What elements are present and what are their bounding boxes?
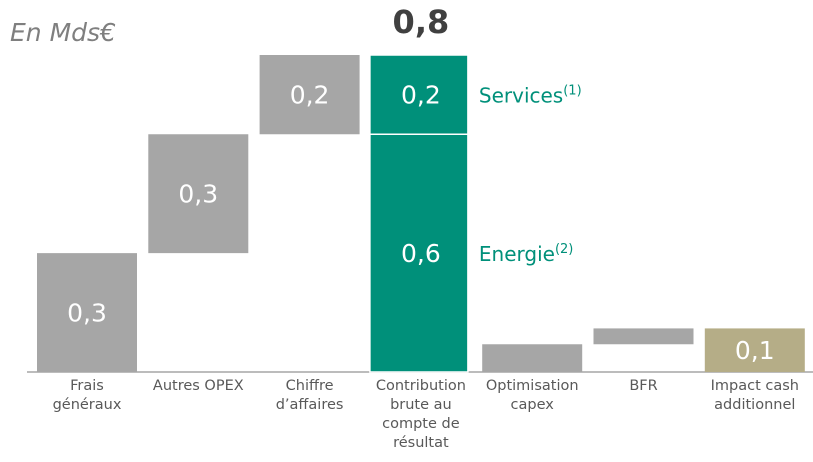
segment-name-text: Services (479, 83, 563, 107)
category-label: Contribution brute au compte de résultat (375, 378, 466, 451)
segment-name-text: Energie (479, 242, 555, 266)
category-label: BFR (629, 378, 658, 394)
subtitle: En Mds€ (10, 18, 116, 47)
bar (704, 328, 805, 372)
bar (482, 344, 583, 372)
segment-note: (2) (555, 242, 573, 257)
value-label: 0,2 (401, 81, 441, 110)
segment-note: (1) (563, 83, 581, 98)
value-label: 0,6 (401, 239, 441, 268)
value-label: 0,3 (67, 299, 107, 328)
value-label: 0,2 (290, 81, 330, 110)
category-label: Optimisation capex (485, 378, 579, 413)
category-label: Autres OPEX (152, 378, 244, 394)
bar-segment (369, 54, 469, 135)
category-label: Frais généraux (52, 378, 122, 413)
segment-name: Energie(2) (479, 242, 573, 266)
value-label: 0,1 (735, 336, 775, 365)
category-label: Chiffre d’affaires (275, 378, 344, 413)
bar (148, 134, 249, 254)
category-label: Impact cash additionnel (710, 378, 799, 413)
bar (259, 55, 360, 135)
total-label: 0,8 (393, 3, 450, 41)
bar (37, 253, 137, 372)
value-label: 0,3 (178, 180, 218, 209)
bar (593, 328, 694, 345)
segment-name: Services(1) (479, 83, 582, 107)
bar-segment (369, 133, 469, 373)
